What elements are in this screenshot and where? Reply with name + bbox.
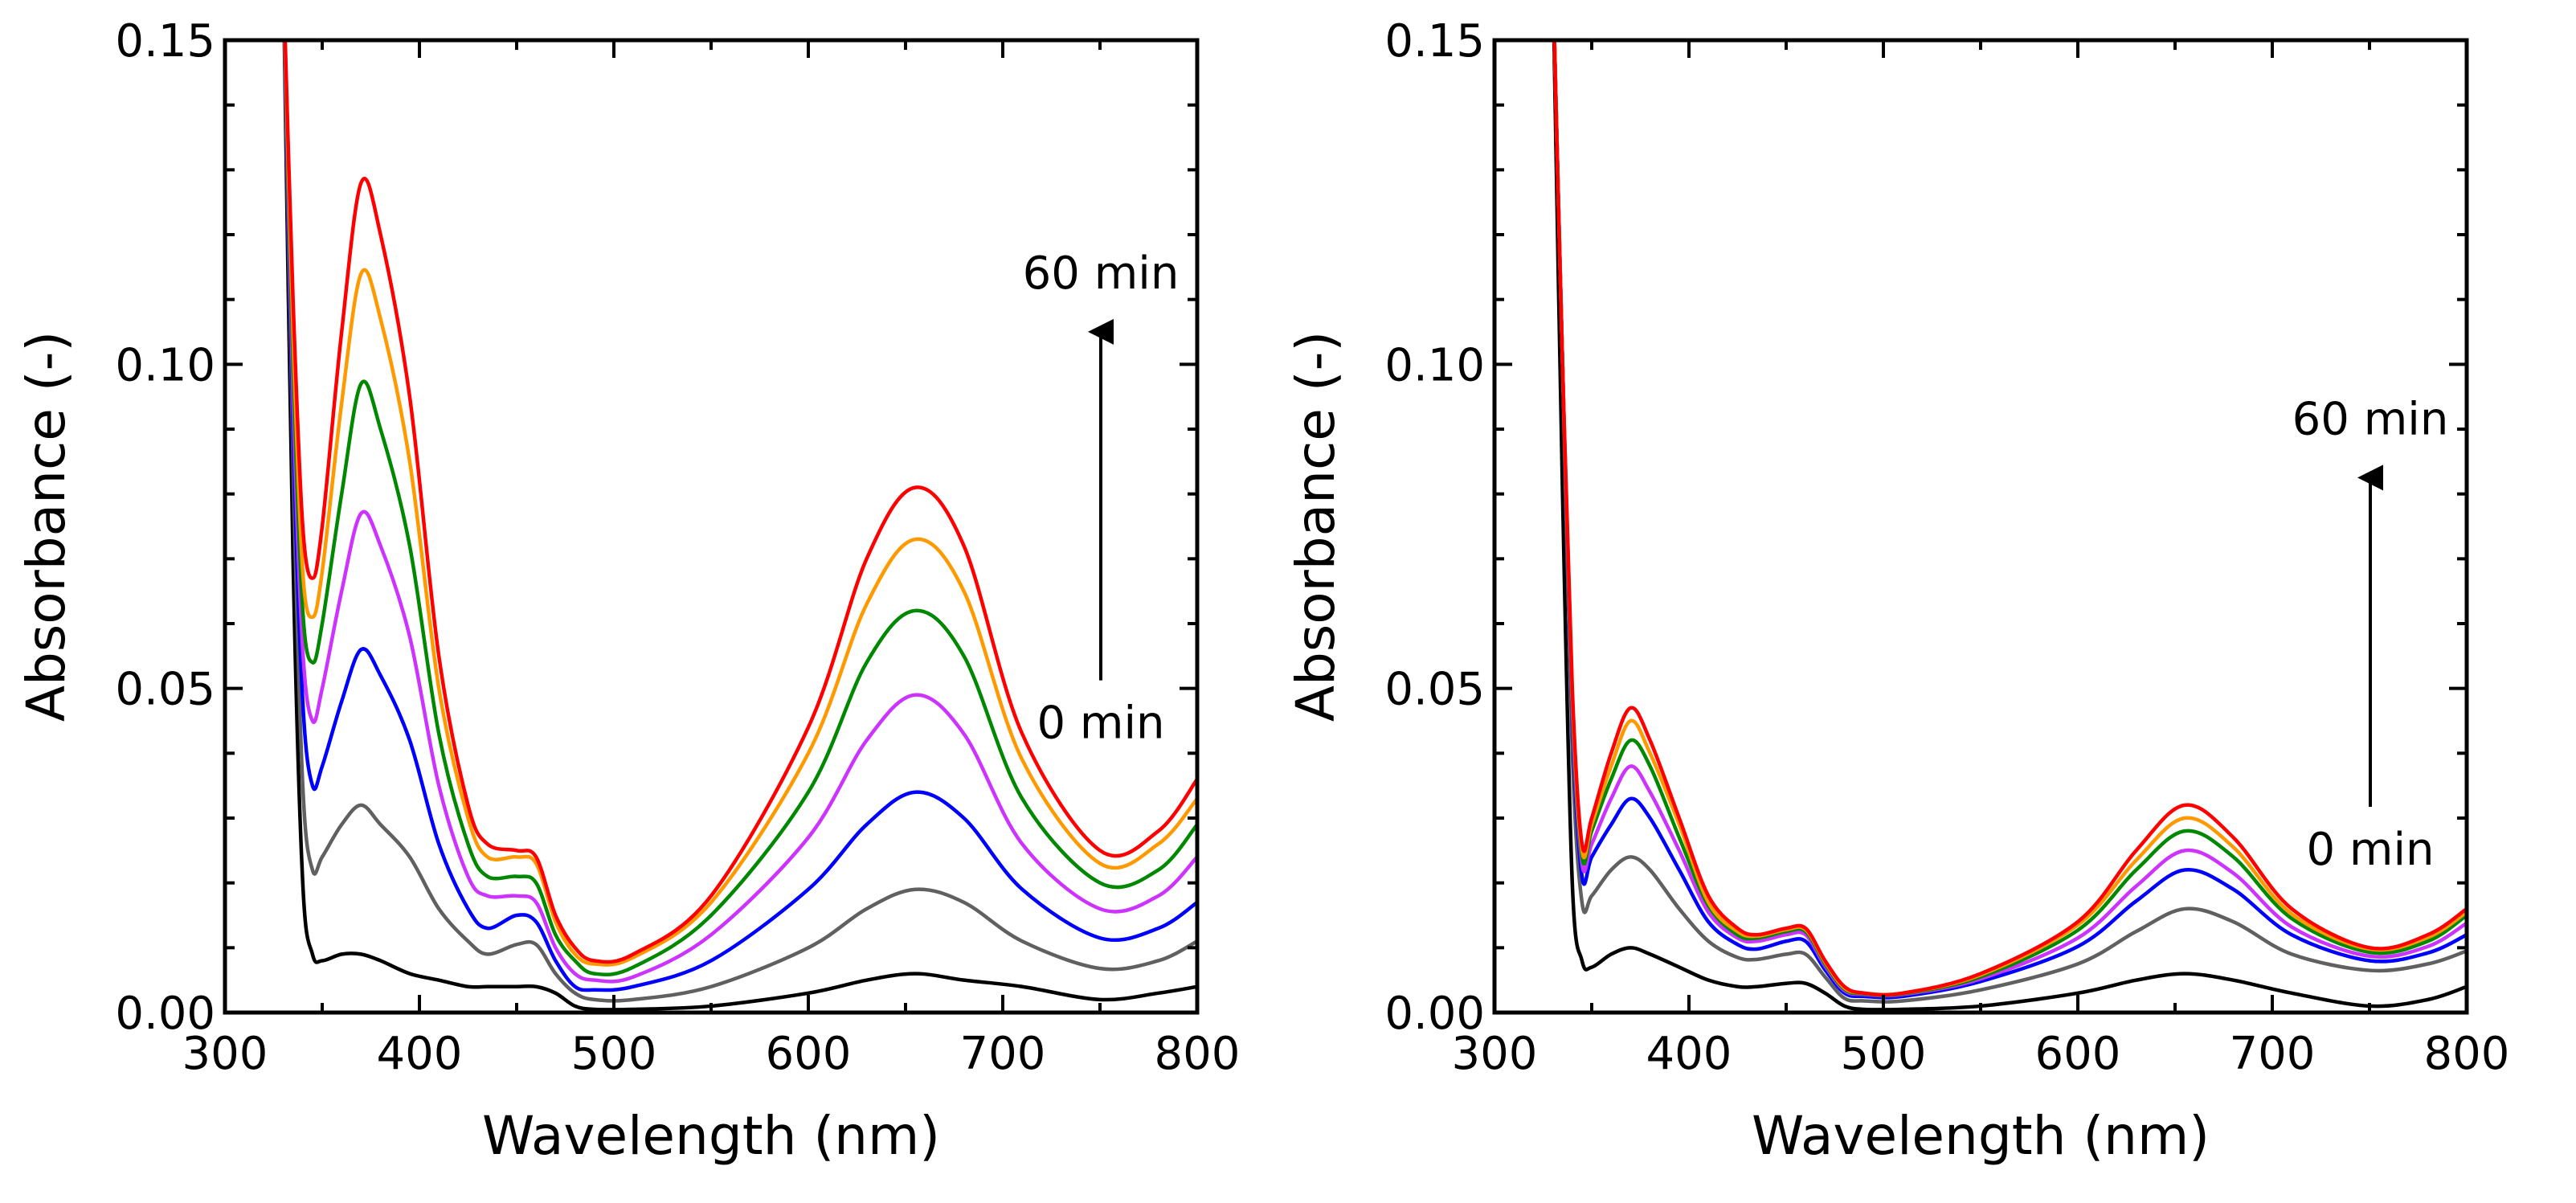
series-line-20-min xyxy=(283,40,1197,992)
x-tick-label: 500 xyxy=(571,1028,657,1080)
y-tick-label: 0.15 xyxy=(115,15,215,68)
x-tick-label: 800 xyxy=(1155,1028,1241,1080)
x-axis-title: Wavelength (nm) xyxy=(1752,1105,2210,1167)
x-tick-label: 600 xyxy=(766,1028,852,1080)
series-line-0-min xyxy=(1552,40,2467,1012)
y-tick-label: 0.00 xyxy=(115,988,215,1040)
x-tick-label: 400 xyxy=(1646,1028,1732,1080)
y-axis-title: Absorbance (-) xyxy=(15,331,77,722)
x-tick-label: 700 xyxy=(2230,1028,2316,1080)
y-tick-label: 0.05 xyxy=(115,664,215,716)
series-line-60-min xyxy=(283,40,1197,964)
label-60-min: 60 min xyxy=(2292,393,2449,445)
x-tick-label: 800 xyxy=(2424,1028,2510,1080)
series-line-60-min xyxy=(1552,40,2467,997)
x-tick-label: 700 xyxy=(960,1028,1046,1080)
x-tick-label: 500 xyxy=(1841,1028,1927,1080)
y-tick-label: 0.10 xyxy=(115,339,215,391)
label-60-min: 60 min xyxy=(1023,248,1180,300)
y-tick-label: 0.10 xyxy=(1384,339,1485,391)
series-line-40-min xyxy=(283,40,1197,977)
y-tick-label: 0.00 xyxy=(1384,988,1485,1040)
y-axis-title: Absorbance (-) xyxy=(1285,331,1347,722)
panel-2: 300 400 500 600 700 800 0.00 0.05 0.10 0.15 Wavele… xyxy=(1285,15,2510,1167)
series-line-0-min xyxy=(282,40,1197,1012)
x-tick-label: 300 xyxy=(182,1028,268,1080)
label-0-min: 0 min xyxy=(2306,824,2434,876)
x-tick-label: 300 xyxy=(1452,1028,1538,1080)
series-line-10-min xyxy=(282,40,1197,1003)
x-tick-label: 400 xyxy=(377,1028,463,1080)
series-line-30-min xyxy=(283,40,1197,984)
label-0-min: 0 min xyxy=(1037,698,1164,750)
x-axis-title: Wavelength (nm) xyxy=(482,1105,940,1167)
y-tick-label: 0.05 xyxy=(1384,664,1485,716)
series-line-50-min xyxy=(283,40,1197,967)
x-tick-label: 600 xyxy=(2035,1028,2121,1080)
y-tick-label: 0.15 xyxy=(1384,15,1485,68)
panel-1: 300 400 500 600 700 800 0.00 0.05 0.10 0.15 Wavele… xyxy=(15,15,1241,1167)
